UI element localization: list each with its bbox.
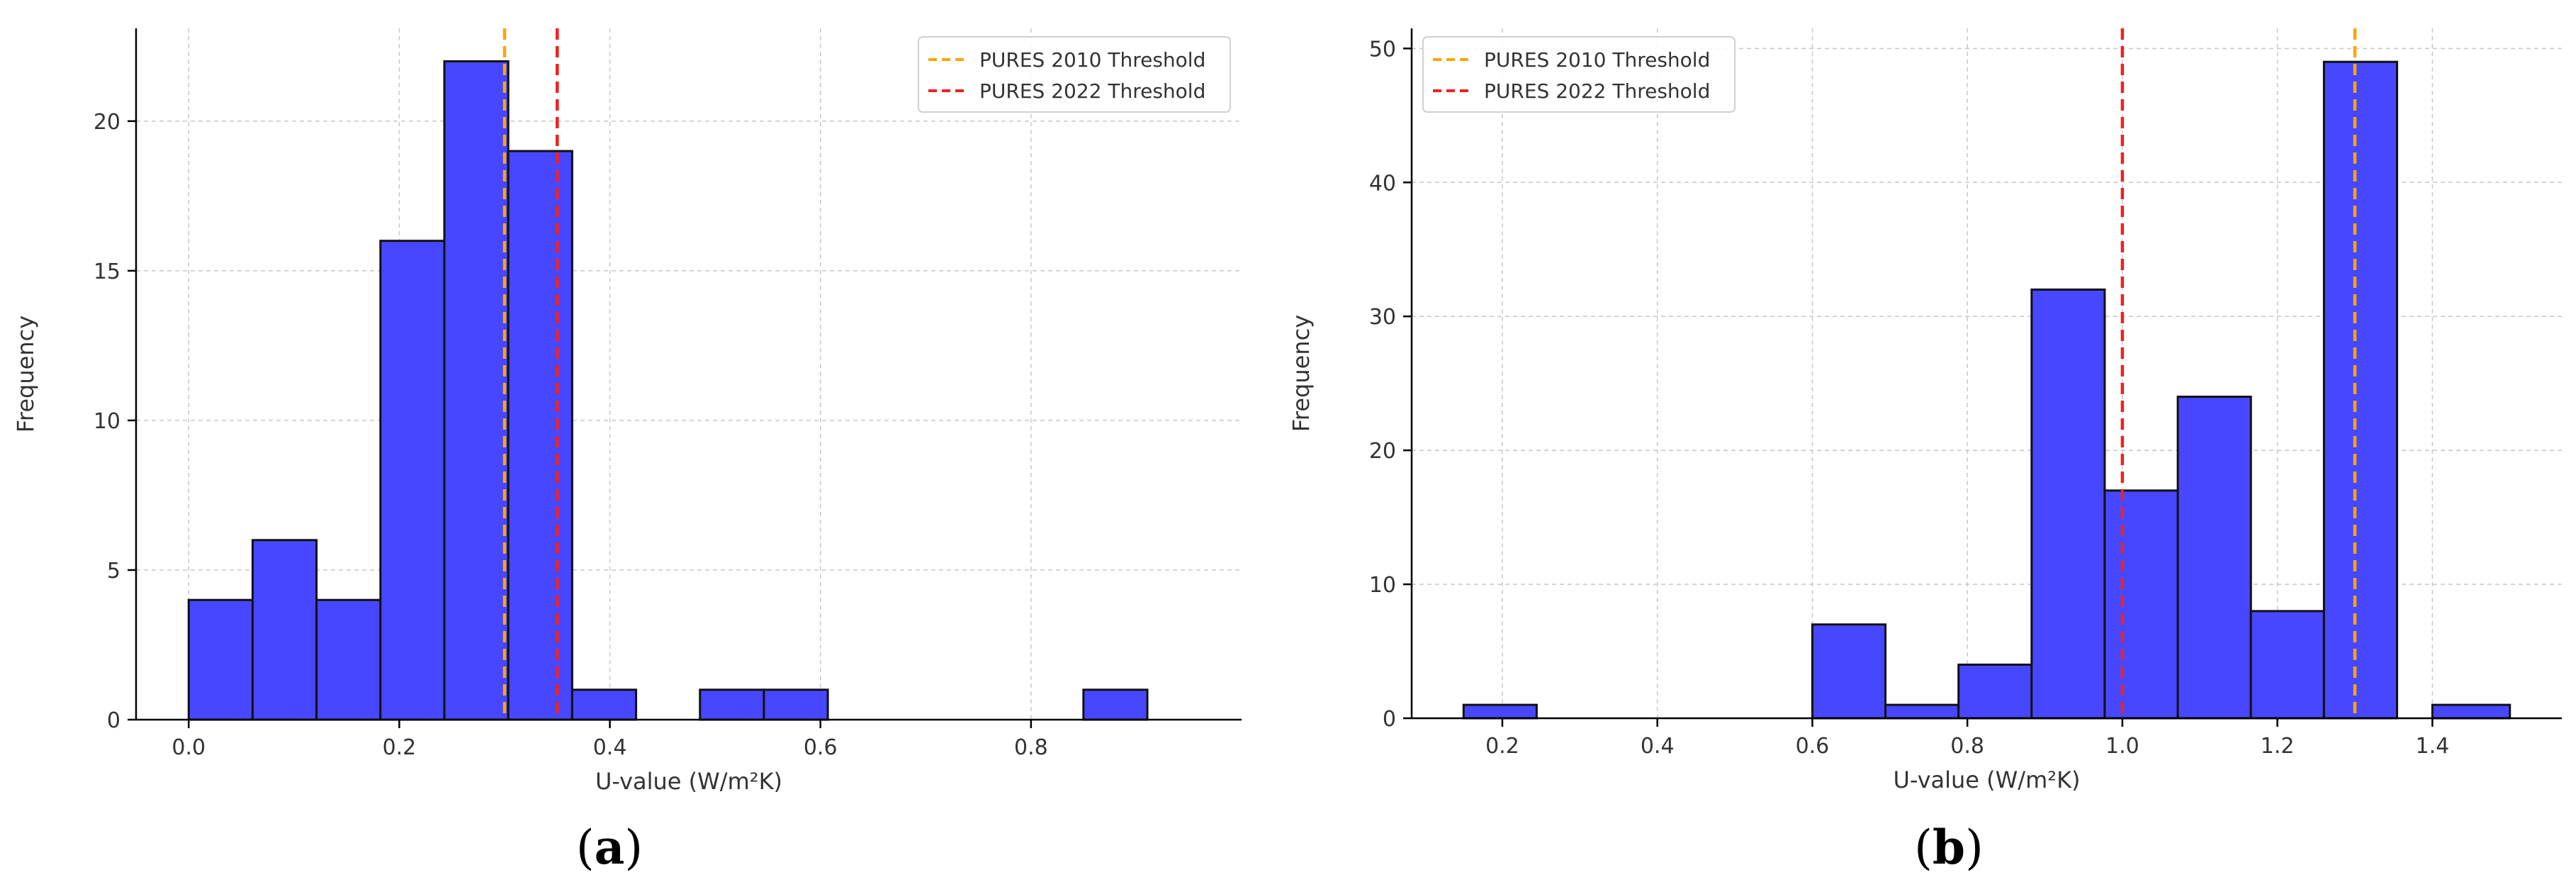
x-tick-label: 0.8: [1950, 734, 1984, 759]
chart-panel-b: 0.2 0.4 0.6 0.8 1.0 1.2 1.4 0 10 20 30 40 50 U-value …: [1288, 28, 2562, 875]
x-tick-label: 0.0: [171, 735, 206, 760]
y-tick-label: 20: [94, 110, 120, 135]
y-axis-title: Frequency: [1288, 315, 1315, 432]
legend: PURES 2010 Threshold PURES 2022 Threshold: [918, 36, 1231, 113]
histogram-bars: [187, 60, 1149, 721]
histogram-bar: [379, 240, 446, 721]
histogram-bar: [763, 688, 829, 721]
y-tick-label: 10: [94, 409, 120, 434]
y-tick-label: 30: [1369, 305, 1396, 330]
histogram-bar: [2030, 288, 2106, 720]
histogram-bar: [251, 539, 318, 721]
legend: PURES 2010 Threshold PURES 2022 Threshold: [1422, 36, 1736, 113]
x-tick-label: 0.4: [1641, 734, 1675, 759]
histogram-bar: [187, 598, 254, 721]
legend-label: PURES 2022 Threshold: [979, 79, 1205, 103]
x-axis-title: U-value (W/m²K): [595, 768, 782, 795]
histogram-bar: [1957, 663, 2033, 720]
y-tick-label: 0: [1383, 707, 1396, 732]
panel-label: (b): [1914, 820, 1984, 875]
y-tick-label: 5: [107, 559, 120, 584]
histogram-bar: [1082, 688, 1149, 721]
histogram-bar: [1811, 623, 1887, 720]
threshold-lines: [502, 28, 559, 720]
x-tick-label: 0.4: [593, 735, 627, 760]
histogram-bar: [2176, 396, 2252, 720]
panel-paren-close: ): [624, 820, 643, 875]
legend-label: PURES 2022 Threshold: [1484, 79, 1710, 103]
histogram-bar: [507, 150, 573, 721]
y-axis-title: Frequency: [12, 316, 39, 433]
histogram-bar: [443, 60, 510, 721]
panel-label: (a): [576, 820, 643, 875]
x-tick-label: 0.2: [383, 735, 417, 760]
histogram-bar: [315, 598, 382, 721]
chart-panel-a: 0.0 0.2 0.4 0.6 0.8 0 5 10 15 20 U-value (W/m²K) Fr…: [12, 28, 1242, 875]
x-tick-label: 1.0: [2105, 734, 2139, 759]
threshold-lines: [2120, 28, 2357, 718]
panel-paren-open: (: [1914, 820, 1933, 875]
legend-label: PURES 2010 Threshold: [979, 48, 1205, 72]
histogram-bar: [2103, 489, 2179, 720]
histogram-bar: [570, 688, 638, 721]
x-tick-label: 0.8: [1014, 735, 1048, 760]
x-tick-label: 1.2: [2261, 734, 2295, 759]
x-axis-title: U-value (W/m²K): [1893, 766, 2080, 793]
histogram-bars: [1462, 60, 2512, 720]
legend-box: [1422, 36, 1736, 113]
panel-letter: b: [1933, 820, 1965, 875]
y-tick-label: 10: [1369, 573, 1396, 598]
histogram-bar: [1884, 703, 1960, 720]
legend-box: [918, 36, 1231, 113]
histogram-bar: [2431, 703, 2512, 720]
histogram-bar: [2322, 60, 2398, 720]
x-tick-label: 0.6: [1796, 734, 1830, 759]
legend-label: PURES 2010 Threshold: [1484, 48, 1710, 72]
panel-letter: a: [595, 820, 625, 875]
y-tick-label: 15: [94, 260, 120, 284]
x-tick-label: 1.4: [2415, 734, 2449, 759]
histogram-bar: [699, 688, 765, 721]
x-tick-label: 0.2: [1485, 734, 1519, 759]
histogram-bar: [1462, 703, 1538, 720]
y-tick-label: 40: [1369, 171, 1396, 196]
y-tick-label: 0: [107, 708, 120, 733]
y-tick-label: 50: [1369, 37, 1396, 62]
y-tick-label: 20: [1369, 439, 1396, 464]
panel-paren-open: (: [576, 820, 595, 875]
x-tick-label: 0.6: [804, 735, 838, 760]
histogram-bar: [2249, 610, 2325, 720]
panel-paren-close: ): [1965, 820, 1984, 875]
